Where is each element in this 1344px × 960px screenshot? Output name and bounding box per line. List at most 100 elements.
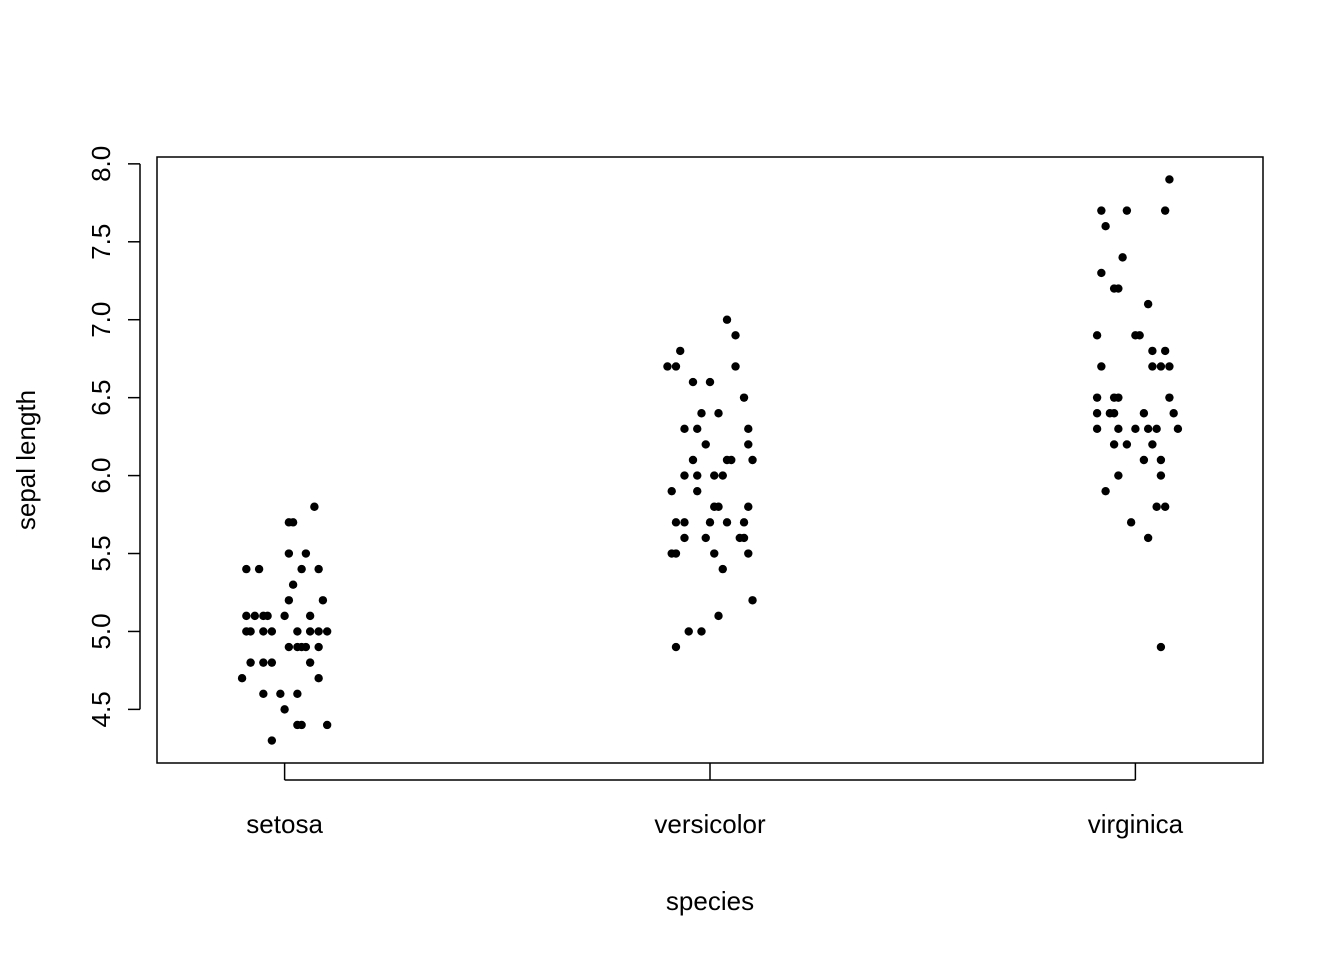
data-point-versicolor — [680, 533, 689, 543]
x-axis-label: species — [666, 886, 754, 916]
data-point-versicolor — [722, 315, 732, 324]
data-point-setosa — [322, 720, 332, 730]
data-point-setosa — [242, 611, 251, 621]
data-point-versicolor — [688, 377, 698, 387]
data-point-versicolor — [701, 533, 710, 543]
data-point-versicolor — [731, 331, 740, 340]
data-point-virginica — [1160, 206, 1170, 215]
data-point-versicolor — [693, 471, 702, 480]
data-point-virginica — [1109, 440, 1119, 449]
data-point-versicolor — [671, 642, 681, 652]
data-point-versicolor — [680, 471, 689, 480]
y-tick-label: 6.0 — [86, 458, 116, 494]
data-point-setosa — [318, 596, 328, 605]
data-point-setosa — [314, 564, 323, 574]
data-point-virginica — [1152, 502, 1161, 511]
data-point-versicolor — [671, 518, 681, 527]
data-point-versicolor — [727, 455, 736, 465]
data-point-setosa — [293, 689, 302, 698]
data-point-virginica — [1173, 424, 1183, 434]
data-point-versicolor — [748, 455, 757, 465]
data-point-setosa — [301, 642, 311, 652]
data-points — [237, 175, 1183, 745]
data-point-versicolor — [718, 564, 727, 574]
x-tick-label: setosa — [246, 809, 323, 839]
data-point-virginica — [1114, 471, 1123, 480]
y-axis: 4.5 5.0 5.5 6.0 6.5 7.0 7.5 8.0 — [86, 146, 141, 727]
data-point-setosa — [280, 611, 289, 621]
data-point-versicolor — [697, 409, 706, 418]
data-point-virginica — [1139, 455, 1149, 465]
data-point-virginica — [1160, 502, 1170, 511]
data-point-versicolor — [684, 627, 693, 636]
data-point-virginica — [1148, 346, 1157, 356]
data-point-virginica — [1165, 175, 1174, 184]
data-point-virginica — [1156, 362, 1166, 371]
data-point-setosa — [305, 627, 315, 636]
data-point-versicolor — [744, 502, 753, 511]
data-point-virginica — [1152, 424, 1161, 434]
data-point-virginica — [1092, 424, 1102, 434]
data-point-versicolor — [731, 362, 740, 371]
data-point-versicolor — [739, 393, 749, 402]
data-point-virginica — [1165, 362, 1174, 371]
data-point-versicolor — [744, 424, 753, 434]
data-point-setosa — [250, 611, 260, 621]
data-point-setosa — [314, 674, 323, 683]
data-point-versicolor — [705, 377, 715, 387]
data-point-versicolor — [663, 362, 672, 371]
data-point-setosa — [254, 564, 264, 574]
data-point-setosa — [246, 627, 255, 636]
data-point-versicolor — [710, 471, 719, 480]
data-point-virginica — [1118, 253, 1127, 262]
data-point-setosa — [322, 627, 332, 636]
data-point-virginica — [1165, 393, 1174, 402]
data-point-versicolor — [739, 518, 749, 527]
data-point-virginica — [1160, 346, 1170, 356]
data-point-versicolor — [714, 611, 723, 621]
data-point-virginica — [1097, 206, 1106, 215]
data-point-setosa — [284, 596, 294, 605]
y-tick-label: 8.0 — [86, 146, 116, 182]
data-point-virginica — [1139, 409, 1149, 418]
data-point-setosa — [314, 642, 323, 652]
data-point-setosa — [267, 736, 277, 745]
data-point-virginica — [1101, 486, 1110, 496]
y-axis-label: sepal length — [11, 390, 41, 530]
data-point-versicolor — [701, 440, 710, 449]
data-point-virginica — [1156, 642, 1166, 652]
data-point-setosa — [284, 642, 294, 652]
data-point-setosa — [246, 658, 255, 667]
data-point-setosa — [259, 658, 268, 667]
data-point-setosa — [284, 549, 294, 558]
plot-frame — [156, 156, 1264, 764]
data-point-setosa — [280, 705, 289, 714]
data-point-versicolor — [744, 440, 753, 449]
data-point-setosa — [305, 611, 315, 621]
x-axis: setosa versicolor virginica — [246, 763, 1184, 839]
data-point-setosa — [293, 627, 302, 636]
y-tick-label: 7.5 — [86, 224, 116, 260]
data-point-virginica — [1156, 471, 1166, 480]
data-point-setosa — [297, 720, 306, 730]
data-point-virginica — [1135, 331, 1144, 340]
data-point-setosa — [314, 627, 323, 636]
data-point-setosa — [259, 689, 268, 698]
data-point-virginica — [1097, 268, 1106, 278]
data-point-versicolor — [718, 471, 727, 480]
data-point-virginica — [1148, 362, 1157, 371]
data-point-setosa — [242, 564, 251, 574]
data-point-versicolor — [710, 549, 719, 558]
data-point-versicolor — [693, 424, 702, 434]
data-point-setosa — [263, 611, 272, 621]
data-point-versicolor — [680, 424, 689, 434]
data-point-virginica — [1122, 206, 1132, 215]
y-tick-label: 4.5 — [86, 691, 116, 727]
y-tick-label: 7.0 — [86, 302, 116, 338]
data-point-virginica — [1156, 455, 1166, 465]
data-point-virginica — [1148, 440, 1157, 449]
data-point-virginica — [1114, 393, 1123, 402]
y-tick-label: 5.5 — [86, 535, 116, 571]
data-point-setosa — [267, 627, 277, 636]
